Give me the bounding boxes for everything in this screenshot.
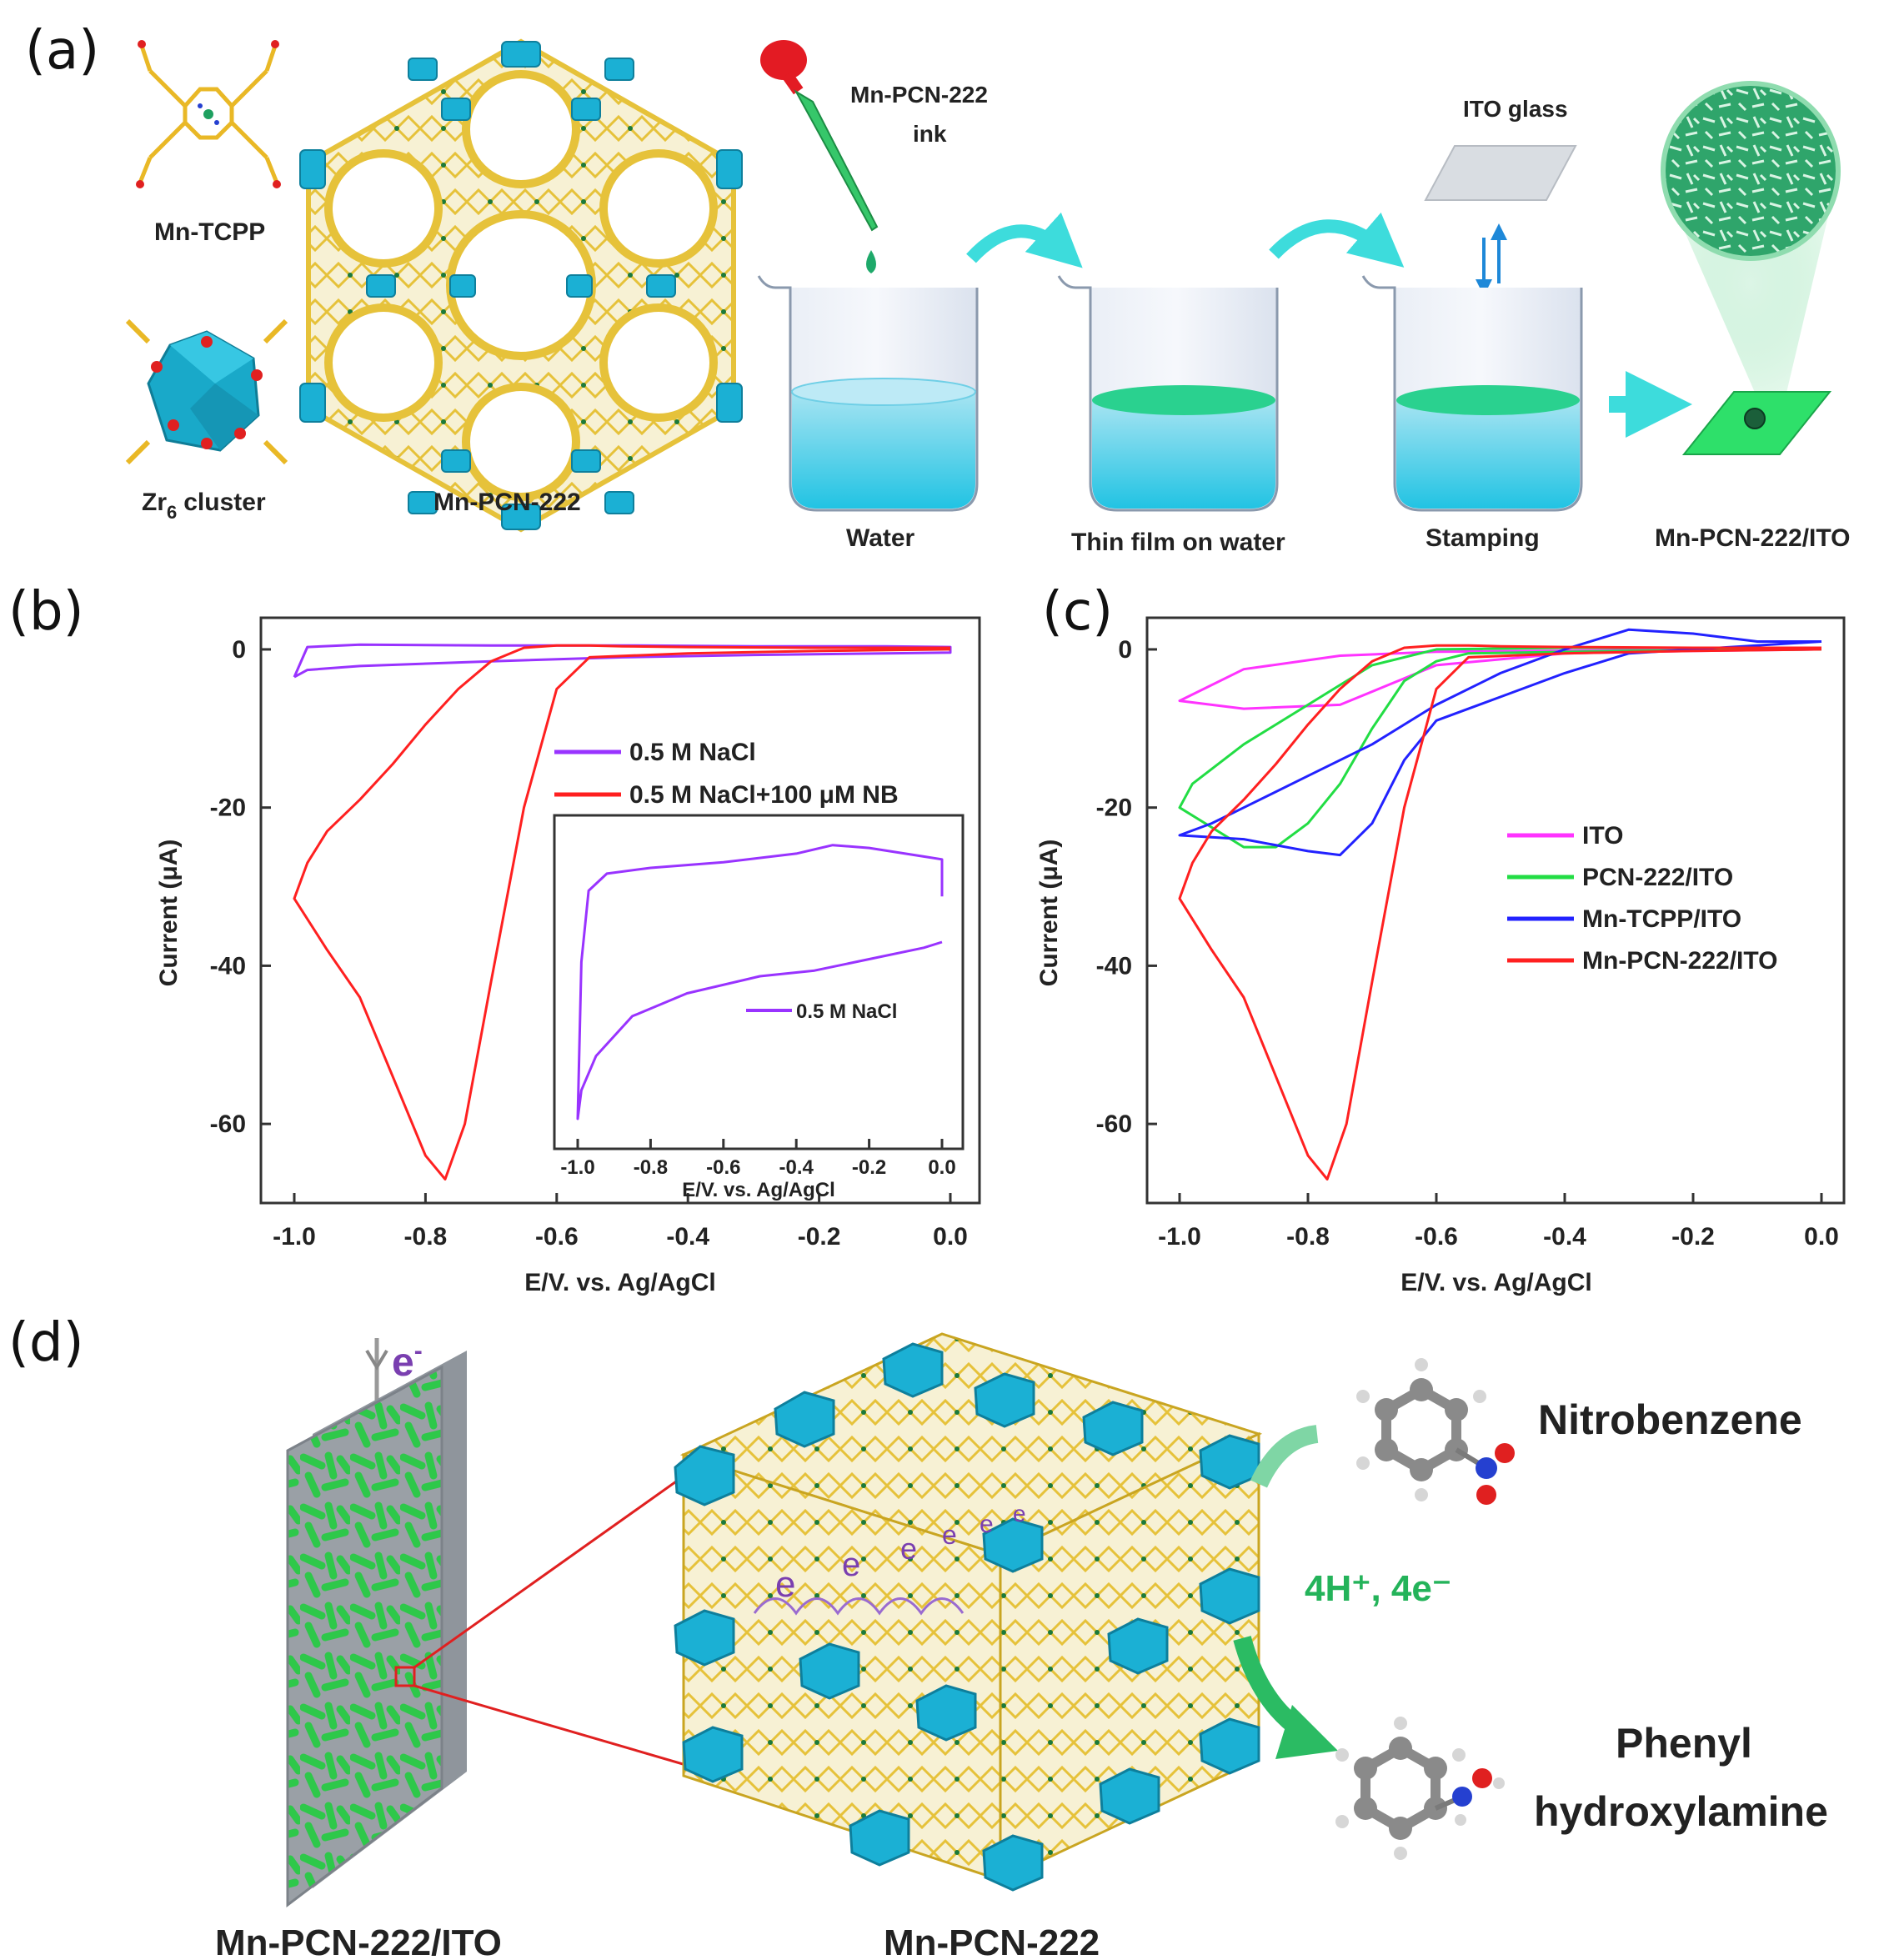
chart-c-series-0 [1178, 648, 1822, 710]
chart-b-ytick-label: -20 [210, 795, 246, 822]
chart-b-xtick-label: 0.0 [933, 1223, 968, 1251]
legend-c-label-3: Mn-PCN-222/ITO [1582, 947, 1777, 975]
chart-c-frame [1145, 616, 1846, 1205]
phenylhydroxylamine-molecule-icon [1335, 1717, 1505, 1860]
chart-c-xtick-label: 0.0 [1804, 1223, 1839, 1251]
mn-tcpp-molecule-icon [136, 40, 281, 188]
chart-c-ylabel: Current (μA) [1035, 840, 1063, 987]
mn-pcn-222-crystal-icon: e e e e e e [674, 1332, 1263, 1892]
mn-pcn-222-ito-product-icon [1661, 81, 1841, 455]
electrode-label: Mn-PCN-222/ITO [215, 1922, 502, 1960]
legend-b-label-0: 0.5 M NaCl [629, 739, 756, 766]
panel-b: (b) -1.0 -0.8 -0.6 -0.4 -0.2 0.0 0 -20 -40 -60 Cu… [8, 581, 981, 1296]
mn-pcn-222-ito-electrode-icon [286, 1351, 467, 1908]
panel-a-label: (a) [25, 20, 99, 82]
chart-b-xlabel: E/V. vs. Ag/AgCl [524, 1269, 716, 1296]
product-label-line1: Phenyl [1616, 1720, 1752, 1767]
chart-b-xtick-label: -0.2 [798, 1223, 841, 1251]
chart-c-series-3 [1178, 644, 1822, 1181]
panel-d-label: (d) [8, 1312, 84, 1374]
reaction-arrow-icon [1250, 1425, 1319, 1488]
zr6-cluster-icon [125, 318, 288, 465]
chart-b-series-1 [293, 644, 951, 1181]
nitrobenzene-label: Nitrobenzene [1538, 1396, 1802, 1443]
panel-d: (d) e- Mn-PCN-222/ITO [8, 1312, 1828, 1960]
zoom-line-icon [413, 1470, 691, 1669]
chart-c-xtick-label: -0.8 [1286, 1223, 1330, 1251]
chart-b-frame [259, 616, 981, 1205]
reaction-arrowhead-icon [1275, 1705, 1338, 1759]
zoom-line-icon [413, 1684, 709, 1773]
chart-b-ytick-label: -60 [210, 1110, 246, 1138]
chart-c-series-1 [1178, 646, 1822, 849]
electron-down-arrow-icon [365, 1349, 388, 1371]
chart-c-series-2 [1178, 628, 1822, 857]
chart-c-xtick-label: -1.0 [1158, 1223, 1201, 1251]
svg-text:e: e [900, 1531, 917, 1566]
legend-c-label-0: ITO [1582, 822, 1623, 850]
crystal-label: Mn-PCN-222 [884, 1922, 1100, 1960]
chart-b-ytick-label: -40 [210, 952, 246, 980]
stamping-label: Stamping [1426, 524, 1540, 552]
ink-drop-icon [866, 250, 876, 273]
ito-glass-label: ITO glass [1463, 96, 1568, 122]
reagent-label: 4H⁺, 4e⁻ [1305, 1568, 1451, 1609]
ink-label-line1: Mn-PCN-222 [850, 82, 988, 108]
chart-b-inset-xtick-label: -0.4 [779, 1156, 814, 1179]
chart-c-xtick-label: -0.2 [1671, 1223, 1715, 1251]
electron-label: e- [392, 1337, 423, 1385]
dropper-icon [760, 40, 879, 232]
panel-c: (c) -1.0 -0.8 -0.6 -0.4 -0.2 0.0 0 -20 -40 -60 Cu… [1035, 581, 1846, 1296]
panel-c-label: (c) [1042, 581, 1113, 643]
chart-b-inset-xtick-label: 0.0 [928, 1156, 955, 1179]
mn-pcn-222-ito-product-label: Mn-PCN-222/ITO [1655, 524, 1850, 552]
legend-c-label-1: PCN-222/ITO [1582, 864, 1733, 891]
chart-b-xtick-label: -1.0 [273, 1223, 316, 1251]
beaker-water-icon [757, 275, 979, 512]
svg-text:e: e [980, 1511, 994, 1538]
chart-b-xtick-label: -0.4 [666, 1223, 709, 1251]
nitrobenzene-molecule-icon [1356, 1358, 1515, 1505]
mn-pcn-222-label: Mn-PCN-222 [433, 489, 581, 516]
svg-text:e: e [842, 1546, 860, 1583]
ink-label-line2: ink [913, 121, 947, 147]
chart-b-inset-frame [553, 814, 965, 1150]
beaker-stamping-icon [1361, 275, 1583, 512]
chart-c-xtick-label: -0.4 [1543, 1223, 1586, 1251]
legend-c-label-2: Mn-TCPP/ITO [1582, 905, 1741, 933]
chart-b-inset-series-0 [576, 844, 944, 1120]
thin-film-label: Thin film on water [1071, 529, 1285, 556]
water-label: Water [846, 524, 915, 552]
process-arrow-icon [966, 212, 1083, 268]
svg-text:e: e [1013, 1501, 1026, 1526]
chart-c-ytick-label: 0 [1118, 636, 1132, 664]
chart-c-ytick-label: -20 [1096, 795, 1132, 822]
ito-glass-plate-icon [1424, 145, 1577, 201]
chart-c-xlabel: E/V. vs. Ag/AgCl [1400, 1269, 1592, 1296]
chart-c-ytick-label: -40 [1096, 952, 1132, 980]
chart-b-ytick-label: 0 [232, 636, 246, 664]
chart-b-inset-xtick-label: -1.0 [560, 1156, 594, 1179]
chart-b-ylabel: Current (μA) [155, 840, 183, 987]
chart-b-inset-xtick-label: -0.8 [634, 1156, 668, 1179]
beaker-thin-film-icon [1057, 275, 1279, 512]
process-arrow-icon [1269, 212, 1405, 268]
legend-b-label-1: 0.5 M NaCl+100 μM NB [629, 781, 899, 809]
chart-c-ytick-label: -60 [1096, 1110, 1132, 1138]
zr6-cluster-label: Zr6 cluster [142, 489, 266, 523]
legend-b-inset-label: 0.5 M NaCl [796, 1000, 897, 1023]
chart-b-inset-xlabel: E/V. vs. Ag/AgCl [682, 1179, 835, 1201]
svg-text:e: e [942, 1520, 957, 1550]
product-label-line2: hydroxylamine [1534, 1788, 1828, 1835]
chart-b-inset-xtick-label: -0.6 [706, 1156, 740, 1179]
chart-c-xtick-label: -0.6 [1415, 1223, 1458, 1251]
mn-tcpp-label: Mn-TCPP [154, 218, 265, 246]
chart-b-xtick-label: -0.6 [535, 1223, 579, 1251]
chart-b-inset-xtick-label: -0.2 [852, 1156, 886, 1179]
mn-pcn-222-framework-icon [299, 38, 743, 533]
panel-b-label: (b) [8, 581, 84, 643]
chart-b-xtick-label: -0.8 [404, 1223, 448, 1251]
panel-a: (a) Mn-TCPP [25, 20, 1850, 556]
